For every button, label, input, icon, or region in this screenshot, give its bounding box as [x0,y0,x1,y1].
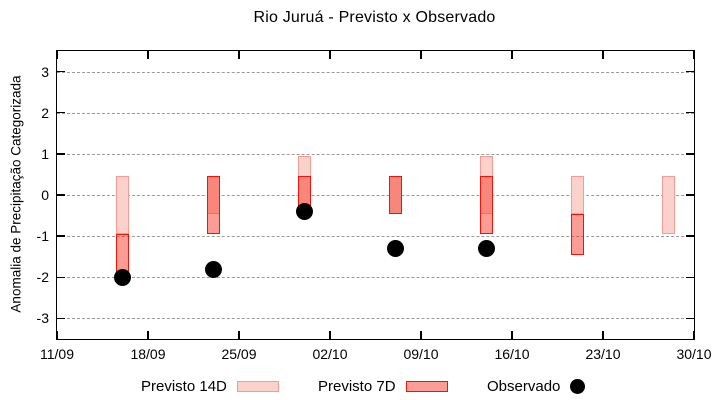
x-tick-label: 25/09 [221,346,257,362]
legend-item-observado: Observado [487,375,586,397]
previsto-7d-bar-23/09 [206,176,220,235]
x-tick-top [602,51,604,59]
gridline-y-2 [57,277,694,279]
y-tick-right [686,112,694,114]
previsto-7d-bar-07/10 [388,176,402,214]
previsto-14d-bar-28/10 [661,176,675,235]
y-tick-label: 0 [41,187,49,203]
y-tick-right [686,194,694,196]
y-tick-left [57,194,65,196]
previsto-7d-swatch [405,380,448,392]
y-tick-right [686,153,694,155]
x-tick-top [329,51,331,59]
x-tick-top [511,51,513,59]
y-tick-label: -3 [36,310,49,327]
gridline-y2 [57,112,694,114]
observado-point-14/10 [477,239,495,257]
y-tick-right [686,70,694,73]
gridline-y-1 [57,236,694,238]
x-tick-top [238,51,240,59]
x-tick-top [420,51,422,59]
observado-point-23/09 [204,260,222,278]
previsto-14d-bar-21/10 [570,176,584,214]
gridline-y3 [57,71,694,73]
x-tick-bottom [693,331,695,339]
x-tick-label: 16/10 [494,346,530,362]
x-tick-top [693,51,695,59]
legend-label-previsto-14d: Previsto 14D [141,377,227,395]
x-tick-bottom [420,331,422,339]
observado-point-16/09 [113,268,131,286]
previsto-14d-bar-16/09 [115,176,129,235]
x-tick-label: 11/09 [40,346,74,362]
y-tick-label: -2 [36,269,49,286]
x-tick-label: 30/10 [676,346,712,362]
x-tick-bottom [511,331,513,339]
plot-area: 3 2 1 0 -1 -2 -3 11/09 18/09 25/09 02/10 09/10 16/10… [37,50,712,362]
y-tick-label: -1 [36,228,49,245]
previsto-7d-bar-14/10 [479,176,493,235]
legend-item-previsto-14d: Previsto 14D [141,375,279,397]
y-tick-left [57,112,65,114]
x-tick-label: 23/10 [585,346,621,362]
y-tick-label: 2 [41,104,49,121]
observado-point-30/09 [295,202,313,220]
y-tick-left [57,70,65,73]
previsto-7d-bar-21/10 [570,213,584,255]
gridline-y1 [57,153,694,155]
x-tick-label: 02/10 [312,346,348,362]
legend-item-previsto-7d: Previsto 7D [318,375,448,397]
y-tick-label: 1 [41,145,49,162]
legend-label-previsto-7d: Previsto 7D [318,377,396,395]
legend-label-observado: Observado [487,377,561,395]
gridline-y-3 [57,318,694,320]
x-tick-bottom [147,331,149,339]
y-tick-left [57,317,65,320]
chart-title: Rio Juruá - Previsto x Observado [253,9,496,26]
x-tick-label: 18/09 [130,346,166,362]
y-tick-right [686,276,694,278]
x-tick-bottom [602,331,604,339]
previsto-14d-swatch [236,380,279,392]
observado-dot-swatch [570,378,586,394]
y-tick-right [686,235,694,237]
x-tick-bottom [56,331,58,339]
x-tick-top [147,51,149,59]
gridline-y0 [57,195,694,196]
y-tick-left [57,153,65,155]
legend: Previsto 14D Previsto 7D Observado [0,375,720,399]
x-tick-label: 09/10 [403,346,439,362]
observado-point-07/10 [386,239,404,257]
x-tick-bottom [238,331,240,339]
x-tick-bottom [329,331,331,339]
x-tick-top [56,51,58,59]
y-tick-right [686,317,694,320]
y-tick-left [57,235,65,237]
y-tick-label: 3 [41,63,49,80]
y-tick-left [57,276,65,278]
